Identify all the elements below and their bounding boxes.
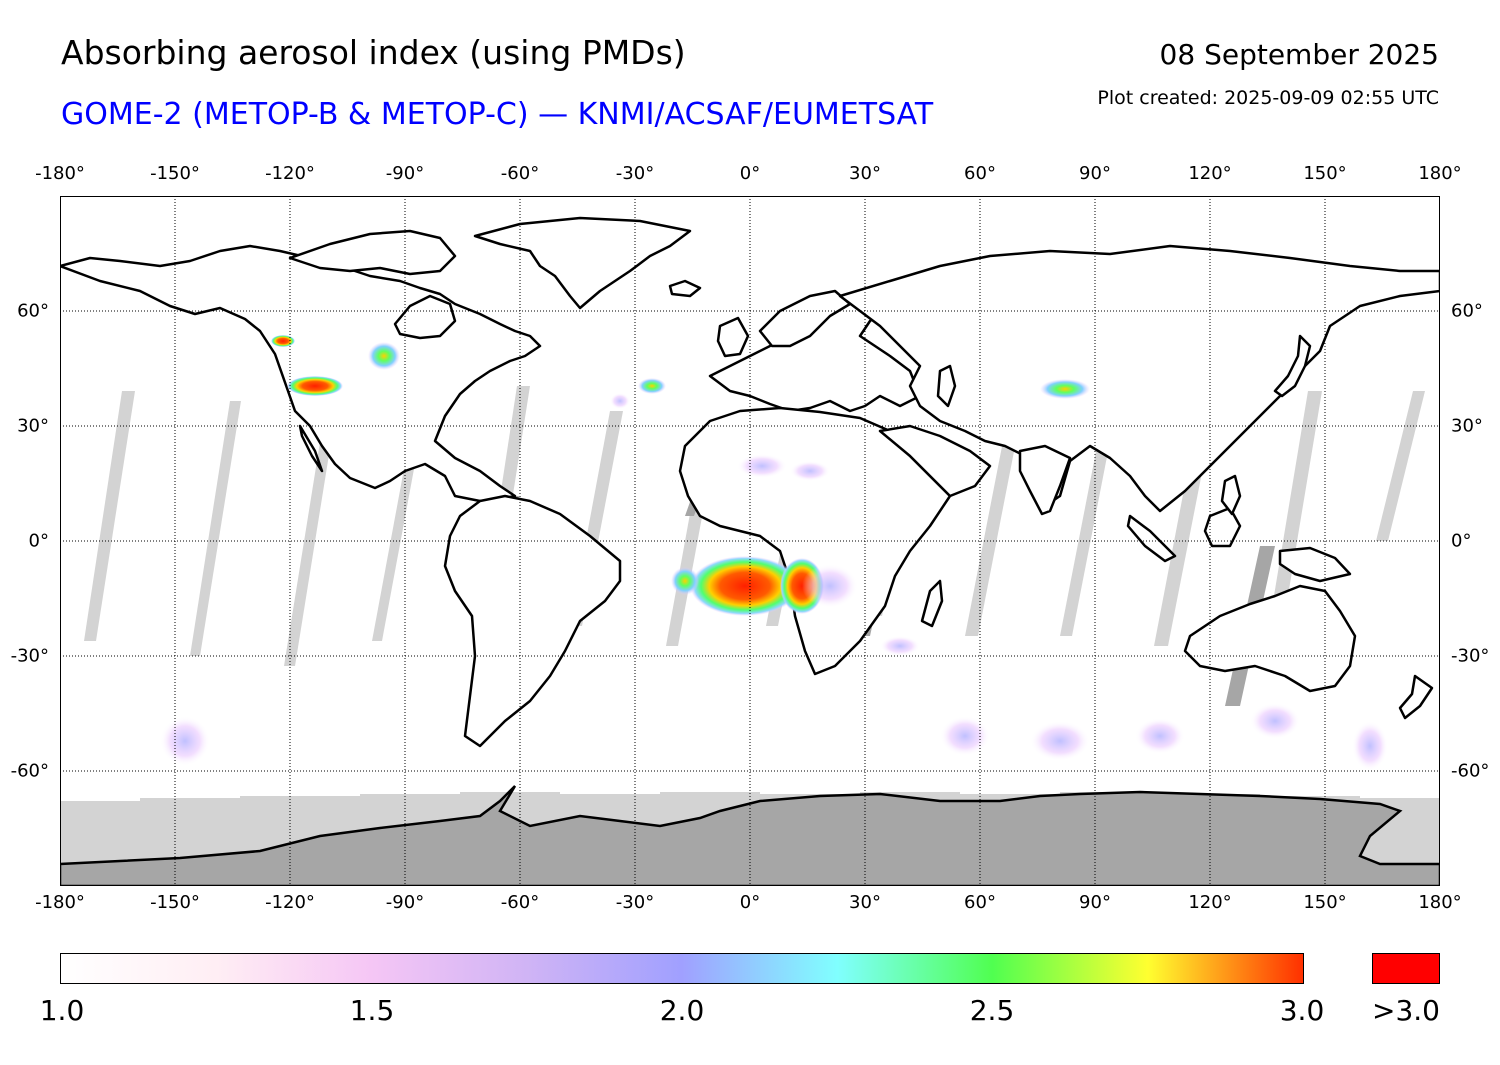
lat-tick-left: -60° (10, 760, 49, 782)
japan (1273, 334, 1312, 398)
colorbar-gradient (60, 953, 1304, 984)
plume-sahara (737, 454, 787, 478)
colorbar-over-label: >3.0 (1372, 994, 1440, 1027)
lon-tick-top: 180° (1418, 163, 1462, 184)
iceland (668, 279, 702, 298)
lon-tick-top: 0° (739, 163, 761, 184)
lon-tick-top: -30° (615, 163, 655, 184)
lat-tick-left: 60° (17, 300, 49, 322)
lon-tick-bottom: 90° (1079, 892, 1111, 913)
lon-tick-bottom: -60° (500, 892, 540, 913)
hudson-bay (393, 294, 457, 340)
new-zealand (1398, 674, 1434, 720)
plume-southern-ocean-a (940, 716, 990, 756)
lat-tick-left: 30° (17, 415, 49, 437)
lon-tick-top: 60° (964, 163, 996, 184)
lon-tick-bottom: 30° (849, 892, 881, 913)
lat-tick-right: 30° (1451, 415, 1483, 437)
aerosol-plumes (160, 335, 1388, 771)
lat-tick-left: 0° (28, 530, 49, 552)
lat-tick-right: -60° (1451, 760, 1490, 782)
baja-california (298, 424, 324, 473)
lon-tick-top: 30° (849, 163, 881, 184)
lon-tick-top: -120° (265, 163, 315, 184)
map-title: Absorbing aerosol index (using PMDs) (61, 33, 686, 72)
plume-central-canada (368, 342, 400, 370)
scandinavia (758, 289, 852, 348)
south-america (443, 494, 622, 748)
plume-africa-interior (802, 564, 858, 608)
lat-tick-left: -30° (10, 645, 49, 667)
colorbar-tick: 3.0 (1279, 994, 1325, 1027)
plume-western-usa (287, 376, 343, 396)
colorbar-tick: 2.5 (969, 994, 1015, 1027)
plume-mid-atlantic (638, 378, 666, 394)
lon-tick-top: -150° (150, 163, 200, 184)
plume-north-africa (790, 461, 830, 481)
lon-tick-bottom: 180° (1418, 892, 1462, 913)
map-frame (60, 196, 1440, 886)
lon-tick-top: -180° (35, 163, 85, 184)
lat-tick-right: 0° (1451, 530, 1472, 552)
map-subtitle: GOME-2 (METOP-B & METOP-C) — KNMI/ACSAF/… (61, 97, 934, 132)
lon-tick-top: -90° (385, 163, 425, 184)
plume-western-canada (271, 335, 295, 347)
lon-tick-top: -60° (500, 163, 540, 184)
colorbar-overflow-swatch (1372, 953, 1440, 984)
lat-tick-right: 60° (1451, 300, 1483, 322)
caspian-sea (936, 364, 957, 408)
sumatra (1126, 514, 1177, 563)
lon-tick-top: 90° (1079, 163, 1111, 184)
plume-southern-ocean-b (1030, 721, 1090, 761)
lon-tick-bottom: 120° (1188, 892, 1232, 913)
colorbar-tick: 1.5 (349, 994, 395, 1027)
graticule (60, 196, 1440, 886)
lon-tick-bottom: -30° (615, 892, 655, 913)
lon-tick-bottom: -120° (265, 892, 315, 913)
plot-created-timestamp: Plot created: 2025-09-09 02:55 UTC (1097, 87, 1439, 109)
india (1018, 444, 1072, 516)
lon-tick-bottom: -90° (385, 892, 425, 913)
lat-tick-right: -30° (1451, 645, 1490, 667)
arabian-peninsula (878, 424, 992, 498)
lon-tick-bottom: 0° (739, 892, 761, 913)
plume-southern-africa-west (690, 556, 800, 616)
greenland (473, 216, 692, 310)
madagascar (920, 579, 944, 628)
lon-tick-bottom: -180° (35, 892, 85, 913)
british-isles (716, 316, 750, 358)
lon-tick-bottom: -150° (150, 892, 200, 913)
canadian-archipelago (288, 229, 457, 276)
lon-tick-bottom: 150° (1303, 892, 1347, 913)
new-guinea (1278, 546, 1352, 583)
colorbar-tick: 1.0 (39, 994, 85, 1027)
lon-tick-bottom: 60° (964, 892, 996, 913)
observation-date: 08 September 2025 (1159, 38, 1439, 71)
plume-atlantic-faint (610, 393, 630, 409)
aerosol-index-map (60, 196, 1440, 886)
plume-south-pacific (160, 716, 210, 766)
plume-central-asia (1040, 379, 1090, 399)
plume-southern-ocean-c (1135, 718, 1185, 754)
plume-southern-ocean-d (1250, 703, 1300, 739)
colorbar-tick: 2.0 (659, 994, 705, 1027)
lon-tick-top: 150° (1303, 163, 1347, 184)
philippines (1220, 474, 1242, 516)
plume-southern-ocean-e (1352, 721, 1388, 771)
lon-tick-top: 120° (1188, 163, 1232, 184)
plume-indian-ocean (880, 636, 920, 656)
plume-atlantic-offshore (671, 567, 699, 595)
australia (1183, 584, 1357, 693)
